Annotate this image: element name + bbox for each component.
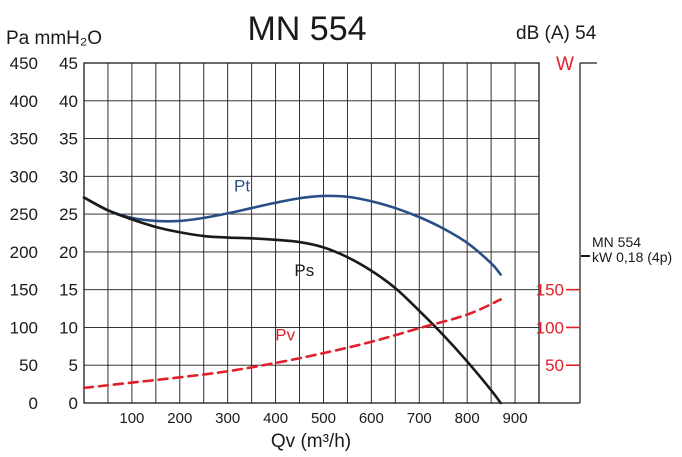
y-unit-left: Pa mmH₂O — [6, 28, 102, 49]
y-unit-right: W — [556, 54, 574, 75]
x-tick-label: 600 — [359, 410, 384, 427]
x-tick-label: 100 — [119, 410, 144, 427]
y-tick-label-mm: 15 — [59, 281, 78, 300]
y-tick-label-pa: 0 — [29, 394, 38, 413]
y-tick-label-mm: 5 — [69, 356, 78, 375]
series-pt-label: Pt — [234, 176, 250, 195]
y-tick-label-mm: 10 — [59, 318, 78, 337]
power-tick-label: 50 — [545, 356, 564, 375]
chart-title: MN 554 — [247, 10, 366, 48]
y-tick-label-mm: 30 — [59, 167, 78, 186]
y-tick-label-pa: 250 — [10, 205, 38, 224]
noise-label: dB (A) 54 — [516, 23, 597, 44]
y-tick-labels-pa: 0 50 100 150 200 250 300 350 400 450 — [10, 54, 38, 413]
x-axis-label: Qv (m³/h) — [271, 431, 351, 452]
plot-frame — [84, 63, 539, 403]
y-tick-label-pa: 300 — [10, 167, 38, 186]
y-tick-labels-mm: 0 5 10 15 20 25 30 35 40 45 — [59, 54, 78, 413]
x-tick-label: 500 — [311, 410, 336, 427]
motor-label-name: MN 554 — [592, 234, 641, 250]
x-tick-label: 800 — [455, 410, 480, 427]
y-tick-label-mm: 40 — [59, 92, 78, 111]
series-pv-label: Pv — [275, 325, 295, 344]
y-tick-label-pa: 150 — [10, 281, 38, 300]
y-tick-label-pa: 50 — [19, 356, 38, 375]
x-tick-labels: 100 200 300 400 500 600 700 800 900 — [119, 410, 527, 427]
y-tick-label-mm: 35 — [59, 130, 78, 149]
y-tick-label-mm: 20 — [59, 243, 78, 262]
x-tick-label: 400 — [263, 410, 288, 427]
x-tick-label: 300 — [215, 410, 240, 427]
motor-label-power: kW 0,18 (4p) — [592, 249, 672, 265]
y-tick-label-mm: 45 — [59, 54, 78, 73]
series-ps-label: Ps — [294, 261, 314, 280]
x-tick-label: 200 — [167, 410, 192, 427]
y-tick-label-pa: 100 — [10, 318, 38, 337]
power-tick-label: 100 — [536, 318, 564, 337]
y-tick-label-pa: 450 — [10, 54, 38, 73]
power-ticks: 50 100 150 — [536, 281, 580, 376]
y-tick-label-pa: 350 — [10, 130, 38, 149]
y-tick-label-mm: 0 — [69, 394, 78, 413]
x-tick-label: 900 — [503, 410, 528, 427]
power-tick-label: 150 — [536, 281, 564, 300]
y-tick-label-pa: 200 — [10, 243, 38, 262]
y-tick-label-mm: 25 — [59, 205, 78, 224]
x-tick-label: 700 — [407, 410, 432, 427]
y-tick-label-pa: 400 — [10, 92, 38, 111]
